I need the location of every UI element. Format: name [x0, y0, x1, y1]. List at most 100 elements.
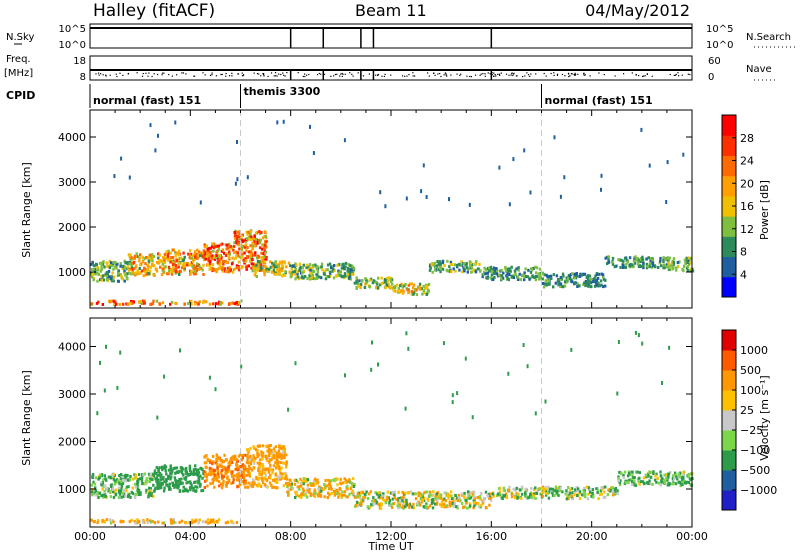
scatter-cell	[232, 521, 235, 525]
scatter-cell	[120, 473, 123, 476]
scatter-cell	[481, 273, 484, 277]
scatter-cell	[334, 490, 337, 494]
nave-dot	[412, 75, 414, 77]
nave-dot	[445, 74, 447, 76]
scatter-cell	[165, 472, 168, 476]
scatter-cell	[404, 505, 407, 509]
scatter-cell	[351, 489, 355, 493]
scatter-cell	[253, 461, 256, 465]
scatter-cell	[175, 259, 179, 263]
scatter-cell	[671, 261, 674, 265]
scatter-cell	[153, 264, 156, 268]
scatter-cell	[110, 277, 113, 281]
scatter-cell	[339, 481, 342, 485]
scatter-cell	[591, 488, 594, 492]
scatter-cell	[689, 478, 693, 482]
scatter-cell	[470, 270, 473, 274]
scatter-cell	[655, 472, 658, 476]
scatter-cell	[500, 274, 503, 277]
scatter-cell	[116, 479, 120, 483]
scatter-cell	[155, 466, 158, 470]
nave-dot	[689, 73, 691, 76]
scatter-cell	[200, 251, 203, 255]
scatter-cell	[240, 245, 244, 249]
nave-dot	[270, 72, 273, 74]
nave-dot	[675, 73, 677, 76]
colorbar-bin	[722, 216, 736, 237]
scatter-cell	[231, 256, 234, 260]
scatter-cell	[238, 302, 241, 306]
nave-dots	[95, 72, 691, 78]
scatter-cell	[130, 263, 133, 267]
scatter-cell	[601, 273, 605, 277]
scatter-cell	[595, 283, 598, 287]
scatter-cell	[152, 273, 156, 277]
scatter-cell	[220, 465, 224, 469]
scatter-cell	[648, 479, 651, 483]
scatter-cell	[256, 259, 260, 263]
scatter-cell	[215, 254, 218, 258]
scatter-cell	[484, 506, 488, 509]
scatter-cell	[638, 476, 641, 480]
scatter-cell	[468, 202, 471, 207]
scatter-cell	[461, 270, 464, 274]
x-tick-label: 12:00	[375, 530, 407, 543]
scatter-cell	[554, 281, 557, 285]
scatter-cell	[328, 493, 331, 497]
scatter-cell	[258, 267, 261, 271]
scatter-cell	[256, 444, 259, 448]
scatter-cell	[375, 286, 378, 290]
scatter-cell	[665, 200, 668, 204]
nave-dot	[339, 75, 341, 77]
scatter-cell	[94, 493, 97, 497]
scatter-cell	[495, 267, 498, 271]
scatter-cell	[173, 466, 177, 470]
scatter-cell	[264, 264, 267, 268]
scatter-cell	[154, 267, 158, 271]
colorbar-tick-label: 16	[740, 200, 754, 213]
scatter-cell	[262, 243, 265, 247]
scatter-cell	[472, 268, 475, 272]
nave-dot	[583, 74, 585, 76]
scatter-cell	[315, 267, 318, 271]
scatter-cell	[408, 505, 411, 509]
scatter-cell	[684, 261, 687, 265]
scatter-cell	[309, 268, 312, 272]
scatter-cell	[92, 264, 96, 268]
scatter-cell	[507, 371, 510, 376]
scatter-cell	[106, 272, 109, 276]
scatter-cell	[576, 494, 579, 497]
x-tick-label: 08:00	[275, 530, 307, 543]
scatter-cell	[328, 487, 331, 491]
scatter-cell	[114, 300, 117, 304]
scatter-cell	[237, 266, 240, 270]
scatter-cell	[104, 494, 107, 498]
scatter-cell	[215, 457, 218, 461]
scatter-cell	[662, 256, 665, 260]
scatter-cell	[547, 496, 551, 500]
scatter-cell	[222, 475, 226, 479]
scatter-cell	[212, 476, 216, 480]
scatter-cell	[546, 491, 550, 495]
scatter-cell	[401, 490, 404, 494]
scatter-cell	[452, 504, 456, 508]
scatter-cell	[446, 259, 449, 263]
scatter-cell	[132, 257, 135, 261]
scatter-cell	[117, 272, 120, 276]
colorbar-tick-label: −25	[740, 424, 763, 437]
nave-dot	[142, 72, 144, 75]
scatter-cell	[253, 267, 256, 271]
scatter-cell	[559, 276, 562, 279]
scatter-cell	[305, 263, 309, 267]
scatter-cell	[492, 266, 496, 270]
scatter-cell	[301, 271, 304, 275]
scatter-cell	[668, 345, 671, 350]
scatter-cell	[139, 477, 142, 481]
scatter-cell	[617, 258, 620, 262]
scatter-cell	[489, 496, 493, 500]
nave-dot	[677, 72, 679, 74]
scatter-cell	[343, 274, 346, 278]
scatter-cell	[549, 277, 553, 280]
scatter-cell	[275, 458, 278, 462]
